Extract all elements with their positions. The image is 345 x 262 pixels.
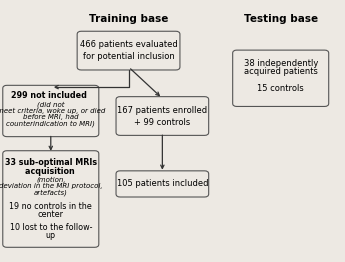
Text: up: up bbox=[46, 231, 56, 240]
Text: 167 patients enrolled: 167 patients enrolled bbox=[117, 106, 207, 116]
Text: (did not: (did not bbox=[37, 101, 65, 108]
Text: 38 independently: 38 independently bbox=[244, 59, 318, 68]
Text: meet criteria, woke up, or died: meet criteria, woke up, or died bbox=[0, 108, 105, 114]
Text: before MRI, had: before MRI, had bbox=[23, 114, 79, 120]
Text: deviation in the MRI protocol,: deviation in the MRI protocol, bbox=[0, 183, 102, 189]
FancyBboxPatch shape bbox=[116, 171, 209, 197]
Text: + 99 controls: + 99 controls bbox=[134, 118, 190, 127]
Text: (motion,: (motion, bbox=[36, 177, 66, 183]
Text: 33 sub-optimal MRIs: 33 sub-optimal MRIs bbox=[5, 158, 97, 167]
FancyBboxPatch shape bbox=[233, 50, 329, 106]
Text: artefacts): artefacts) bbox=[34, 189, 68, 196]
FancyBboxPatch shape bbox=[116, 97, 209, 135]
Text: 466 patients evaluated: 466 patients evaluated bbox=[80, 40, 177, 49]
Text: center: center bbox=[38, 210, 64, 219]
FancyBboxPatch shape bbox=[3, 151, 99, 247]
Text: Training base: Training base bbox=[89, 14, 168, 24]
FancyBboxPatch shape bbox=[77, 31, 180, 70]
Text: acquisition: acquisition bbox=[24, 167, 77, 176]
Text: acquired patients: acquired patients bbox=[244, 68, 318, 77]
Text: 15 controls: 15 controls bbox=[257, 84, 304, 93]
Text: counterindication to MRI): counterindication to MRI) bbox=[6, 120, 95, 127]
Text: Testing base: Testing base bbox=[244, 14, 318, 24]
Text: 19 no controls in the: 19 no controls in the bbox=[9, 202, 92, 211]
Text: for potential inclusion: for potential inclusion bbox=[83, 52, 175, 61]
FancyBboxPatch shape bbox=[3, 85, 99, 137]
Text: 299 not included: 299 not included bbox=[11, 91, 90, 100]
Text: 10 lost to the follow-: 10 lost to the follow- bbox=[10, 223, 92, 232]
Text: 105 patients included: 105 patients included bbox=[117, 179, 208, 188]
